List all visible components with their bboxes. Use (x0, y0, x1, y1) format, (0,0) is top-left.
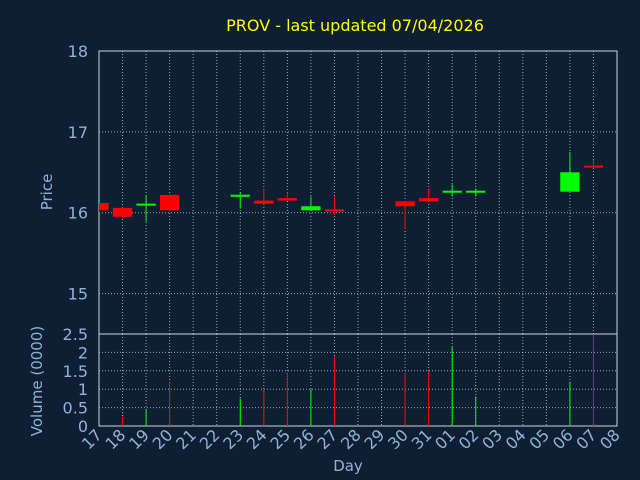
price-panel: 15 16 17 18 (68, 42, 618, 335)
volume-tick-label: 0.5 (63, 399, 88, 418)
volume-tick-label: 1 (78, 380, 88, 399)
candle-body (301, 206, 321, 211)
price-axis-title: Price (38, 174, 56, 211)
price-tick-label: 16 (68, 204, 88, 223)
volume-tick-label: 0 (78, 417, 88, 436)
volume-tick-label: 1.5 (63, 362, 88, 381)
candle-body (112, 207, 133, 217)
volume-panel: 00.511.522.5 (63, 325, 618, 436)
candles-group (99, 152, 604, 229)
candle-body (230, 194, 250, 197)
candle-body (395, 201, 415, 207)
volume-frame (98, 333, 618, 427)
volume-axis-title: Volume (0000) (28, 326, 46, 436)
price-tick-label: 15 (68, 285, 88, 304)
price-tick-label: 18 (68, 42, 88, 61)
candle-body (99, 203, 109, 211)
chart-title: PROV - last updated 07/04/2026 (226, 16, 484, 35)
candle-body (254, 200, 274, 204)
x-axis: 1718192021222324252627282930310102030405… (78, 425, 624, 453)
candle-body (277, 198, 298, 201)
candle-body (466, 190, 486, 193)
volume-tick-label: 2 (78, 343, 88, 362)
volume-tick-label: 2.5 (63, 325, 88, 344)
candle-body (442, 190, 462, 193)
candle-body (560, 172, 580, 192)
candle-body (324, 209, 345, 212)
candle-body (418, 198, 439, 202)
candle-body (159, 194, 180, 211)
candle-body (583, 165, 604, 168)
x-axis-title: Day (333, 457, 363, 475)
candle-body (136, 203, 156, 206)
price-tick-label: 17 (68, 123, 88, 142)
